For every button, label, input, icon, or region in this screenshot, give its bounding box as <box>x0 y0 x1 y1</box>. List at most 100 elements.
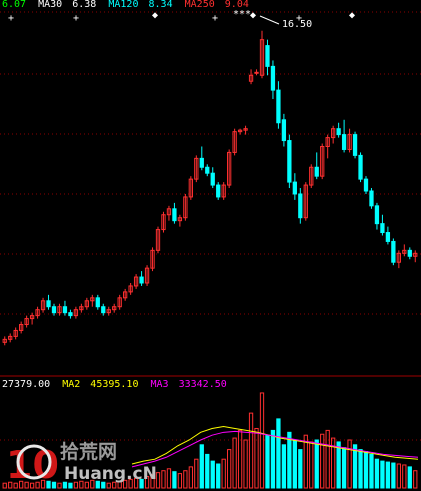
candle-up <box>188 178 193 198</box>
candle-up <box>84 300 89 308</box>
candle-up <box>8 335 13 340</box>
candle-up <box>413 252 418 257</box>
volume-bar <box>29 482 35 489</box>
candle-up <box>123 291 128 299</box>
candle-down <box>51 306 57 314</box>
volume-bar <box>254 427 259 489</box>
candle-up <box>90 297 95 302</box>
candle-up <box>325 137 330 147</box>
volume-bar <box>73 481 79 489</box>
volume-bar <box>341 447 347 489</box>
volume-bar <box>144 475 150 489</box>
volume-bar <box>166 468 172 489</box>
candle-up <box>303 184 308 219</box>
marker-plus-left: + <box>8 13 14 24</box>
volume-bar <box>385 461 391 489</box>
volume-bar <box>259 392 265 489</box>
candle-up <box>128 285 133 293</box>
volume-bar <box>46 480 51 489</box>
candle-down <box>276 89 281 124</box>
candle-up <box>221 184 226 198</box>
candle-up <box>79 306 84 311</box>
volume-bar <box>413 470 418 489</box>
peak-label: 16.50 <box>282 19 312 30</box>
peak-leader-line <box>259 15 280 25</box>
candle-up <box>166 208 172 216</box>
volume-bar <box>13 482 18 489</box>
candle-down <box>363 178 369 192</box>
volume-bar <box>123 479 128 489</box>
candle-up <box>194 157 199 180</box>
legend-top-item-5: MA250 <box>185 0 215 10</box>
volume-bar <box>79 480 84 489</box>
volume-ma-lines <box>131 426 419 468</box>
volume-bar <box>232 437 237 489</box>
legend-top-item-2: 6.38 <box>72 0 96 10</box>
volume-bar <box>276 418 281 489</box>
legend-top: 6.07 MA30 6.38 MA120 8.34 MA250 9.04 <box>2 0 249 10</box>
marker-stars: *** <box>233 9 251 20</box>
volume-bar <box>347 439 352 489</box>
candle-down <box>380 223 385 234</box>
watermark-chinese: 拾荒网 <box>60 440 117 463</box>
volume-bar <box>358 449 363 489</box>
candle-up <box>40 300 46 311</box>
volume-bar <box>2 482 7 489</box>
legend-volume-item-1: MA2 <box>62 379 80 390</box>
candle-up <box>117 297 122 308</box>
marker-diamond-3: ◆ <box>349 10 355 21</box>
candle-up <box>112 306 117 311</box>
candle-up <box>177 217 183 222</box>
volume-bar <box>112 481 117 489</box>
volume-bar <box>298 449 303 489</box>
volume-bar <box>51 481 57 489</box>
volume-bar <box>84 481 89 489</box>
volume-bar <box>369 453 374 489</box>
candle-down <box>62 306 68 314</box>
volume-bar <box>227 449 232 489</box>
volume-bar <box>199 444 204 489</box>
volume-bar <box>117 480 122 489</box>
candle-up <box>232 131 237 153</box>
volume-bar <box>161 470 166 489</box>
candlestick-series <box>2 30 418 346</box>
volume-bar <box>281 444 287 489</box>
legend-volume: 27379.00 MA2 45395.10 MA3 33342.50 <box>2 379 227 390</box>
volume-bar <box>101 481 106 489</box>
candle-up <box>19 324 24 331</box>
candle-up <box>254 71 259 74</box>
candle-up <box>320 145 325 177</box>
legend-volume-item-2: 45395.10 <box>90 379 138 390</box>
candle-down <box>352 134 358 156</box>
volume-bar <box>248 412 254 489</box>
volume-bar <box>325 429 330 489</box>
volume-bar <box>128 478 133 489</box>
candle-up <box>183 196 188 219</box>
volume-bar <box>8 481 13 489</box>
candle-up <box>144 267 150 284</box>
candle-down <box>172 208 177 222</box>
candle-up <box>331 128 336 139</box>
candle-up <box>150 249 155 269</box>
candle-down <box>298 193 303 219</box>
volume-bars <box>2 392 418 489</box>
volume-bar <box>303 434 308 489</box>
candle-down <box>369 190 374 207</box>
candle-down <box>199 157 204 168</box>
candle-down <box>358 154 363 180</box>
candle-down <box>270 65 276 91</box>
legend-top-item-3: MA120 <box>108 0 138 10</box>
legend-top-item-6: 9.04 <box>225 0 249 10</box>
legend-volume-item-4: 33342.50 <box>179 379 227 390</box>
candle-down <box>314 166 319 177</box>
candle-up <box>248 74 254 82</box>
volume-bar <box>292 439 297 489</box>
candle-down <box>341 134 347 150</box>
volume-bar <box>205 453 210 489</box>
legend-top-item-4: 8.34 <box>149 0 173 10</box>
candle-up <box>13 329 18 337</box>
volume-bar <box>237 429 243 489</box>
volume-ma3-line <box>131 430 419 468</box>
volume-bar <box>374 458 380 489</box>
